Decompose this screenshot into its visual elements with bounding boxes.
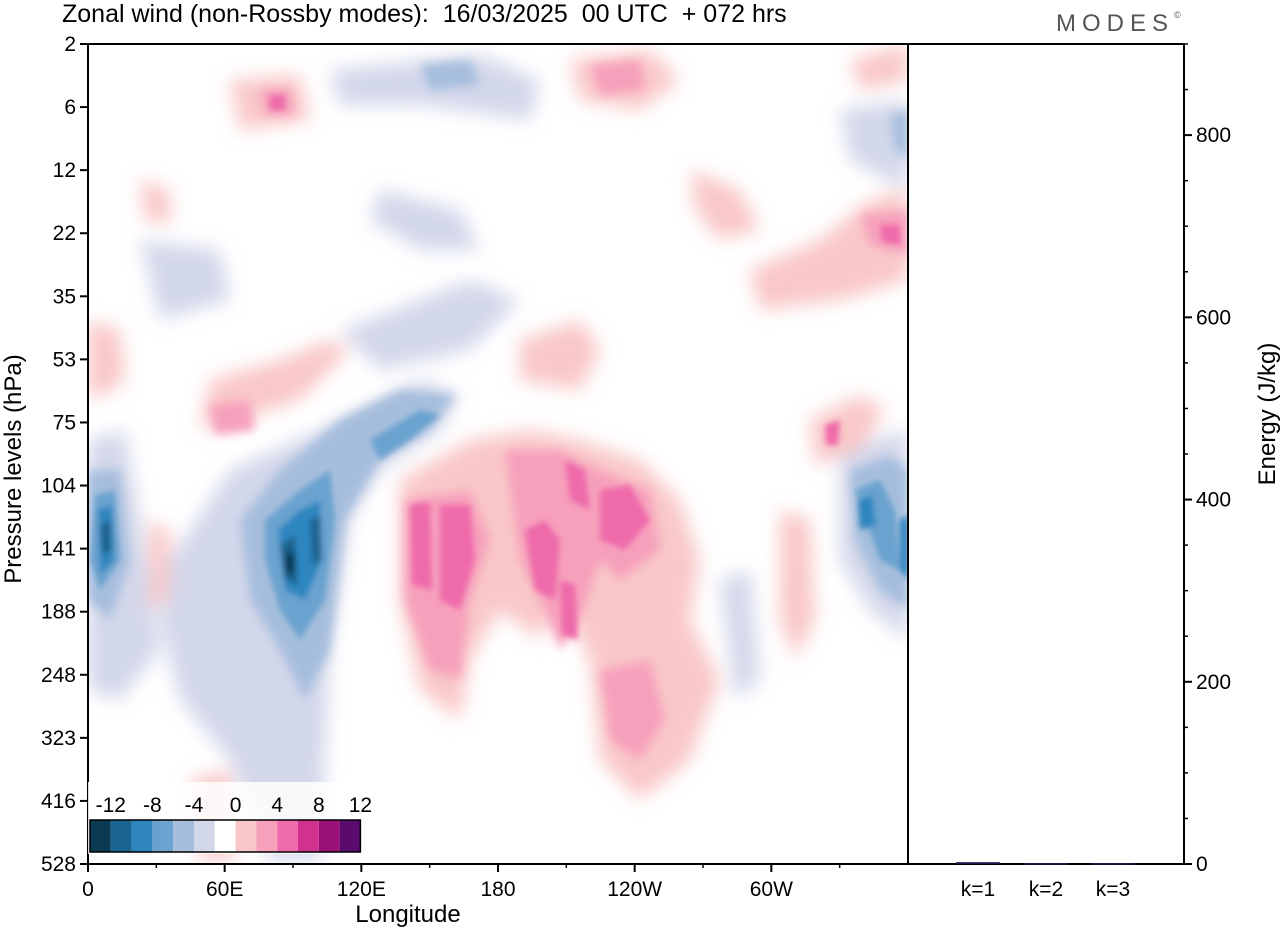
y-tick-label: 248 <box>41 664 76 687</box>
colorbar-swatch <box>90 820 111 852</box>
colorbar-swatch <box>173 820 194 852</box>
x-tick-label: 180 <box>480 878 515 901</box>
energy-tick-label: 400 <box>1196 489 1231 512</box>
colorbar-swatch <box>277 820 298 852</box>
colorbar-label: -4 <box>185 794 204 817</box>
y-tick-label: 75 <box>53 411 76 434</box>
chart-title: Zonal wind (non-Rossby modes): 16/03/202… <box>62 0 787 28</box>
energy-bar <box>956 862 1000 864</box>
y-tick-label: 416 <box>41 790 76 813</box>
colorbar-swatch <box>110 820 132 852</box>
y-tick-label: 22 <box>53 222 76 245</box>
energy-tick-label: 800 <box>1196 124 1231 147</box>
brand-logo: MODES© <box>1056 10 1181 38</box>
colorbar-border <box>89 819 362 853</box>
x-tick-label: 120E <box>337 878 386 901</box>
energy-tick-label: 600 <box>1196 306 1231 329</box>
energy-axis-title: Energy (J/kg) <box>1254 343 1280 486</box>
colorbar-label: 0 <box>230 794 242 817</box>
y-tick-label: 141 <box>41 538 76 561</box>
y-tick-label: 6 <box>64 96 76 119</box>
energy-tick-label: 0 <box>1196 853 1208 876</box>
colorbar-label: 8 <box>313 794 325 817</box>
colorbar-swatch <box>214 820 236 852</box>
colorbar: -12 -8 -4 0 4 8 12 <box>88 782 372 854</box>
brand-mark: © <box>1174 10 1181 20</box>
energy-category-label: k=1 <box>961 878 995 901</box>
colorbar-swatch <box>256 820 278 852</box>
y-axis-title: Pressure levels (hPa) <box>0 354 27 583</box>
energy-category-label: k=2 <box>1029 878 1063 901</box>
energy-bar <box>1024 863 1068 865</box>
energy-category-label: k=3 <box>1096 878 1130 901</box>
y-tick-label: 323 <box>41 727 76 750</box>
colorbar-swatch <box>298 820 319 852</box>
y-tick-label: 35 <box>53 285 76 308</box>
x-tick-label: 60E <box>206 878 243 901</box>
heatmap-axes: 0 60E 120E 180 120W 60W 2 6 12 22 35 53 75 104 141 188 2… <box>0 33 841 928</box>
colorbar-swatch <box>339 820 361 852</box>
y-tick-label: 12 <box>53 159 76 182</box>
x-tick-label: 120W <box>607 878 662 901</box>
energy-tick-label: 200 <box>1196 671 1231 694</box>
y-tick-label: 104 <box>41 475 76 498</box>
y-tick-label: 2 <box>64 33 76 56</box>
colorbar-label: -8 <box>143 794 162 817</box>
colorbar-label: 12 <box>349 794 372 817</box>
brand-text: MODES <box>1056 10 1175 37</box>
colorbar-swatch <box>235 820 257 852</box>
x-tick-label: 60W <box>750 878 793 901</box>
colorbar-label: 4 <box>271 794 283 817</box>
colorbar-swatch <box>131 820 153 852</box>
y-tick-label: 53 <box>53 348 76 371</box>
energy-bar <box>1091 863 1135 865</box>
x-axis-title: Longitude <box>355 901 460 928</box>
energy-bar-chart: 0 200 400 600 800 Energy (J/kg) k=1 k=2 k=3 <box>956 43 1280 901</box>
x-tick-label: 0 <box>82 878 94 901</box>
heatmap-field <box>88 44 908 864</box>
colorbar-swatch <box>194 820 215 852</box>
y-tick-label: 188 <box>41 601 76 624</box>
y-tick-label: 528 <box>41 853 76 876</box>
energy-frame <box>907 43 1185 865</box>
colorbar-label: -12 <box>96 794 126 817</box>
colorbar-swatch <box>152 820 174 852</box>
colorbar-swatch <box>318 820 340 852</box>
